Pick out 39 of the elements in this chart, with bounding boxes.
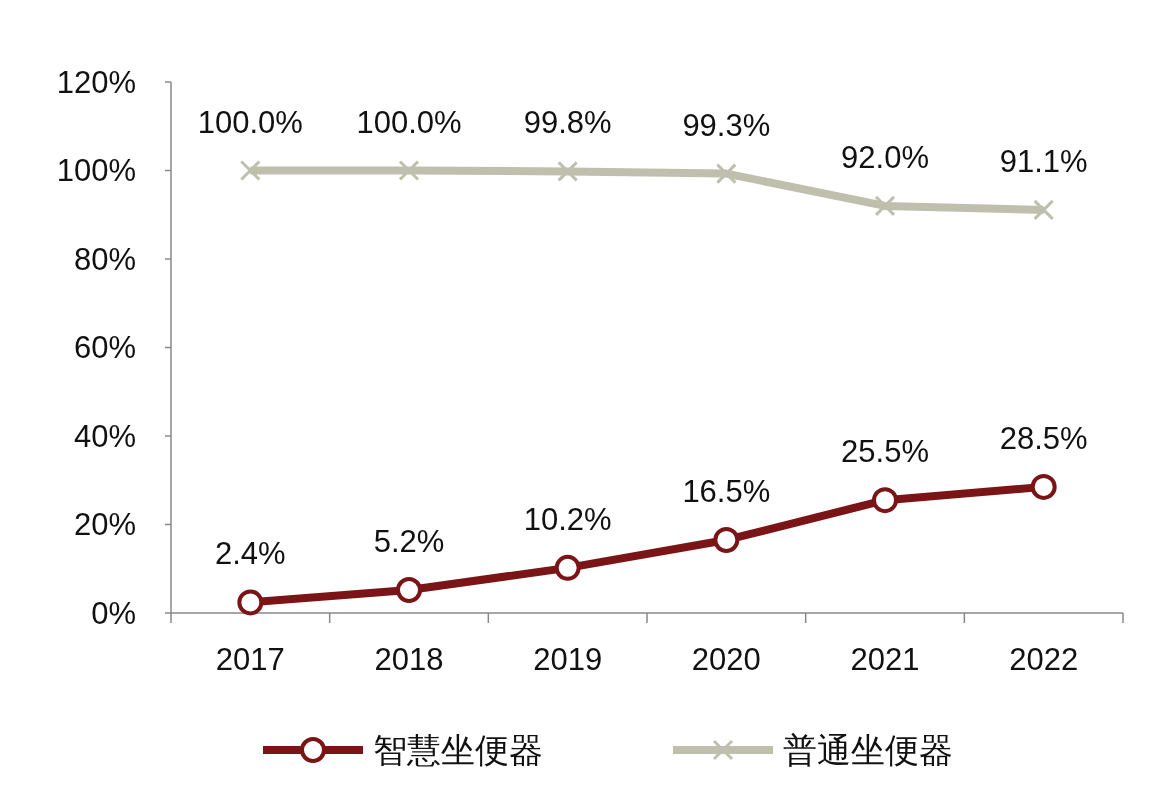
x-tick-label: 2020 <box>691 642 761 677</box>
data-label: 2.4% <box>215 536 286 572</box>
x-tick-label: 2022 <box>1009 642 1079 677</box>
data-label: 100.0% <box>356 104 462 140</box>
x-tick-label: 2017 <box>215 642 285 677</box>
y-tick-label: 40% <box>73 418 136 454</box>
point <box>713 526 740 553</box>
x-tick-label: 2019 <box>533 642 603 677</box>
point <box>237 589 264 616</box>
data-label: 16.5% <box>682 473 771 509</box>
y-tick-label: 60% <box>73 330 136 366</box>
x-tick-label: 2018 <box>374 642 444 677</box>
data-label: 5.2% <box>373 523 445 559</box>
data-label: 91.1% <box>999 143 1088 179</box>
point <box>872 487 898 514</box>
y-tick-label: 80% <box>73 241 136 277</box>
point <box>557 160 579 182</box>
data-label: 100.0% <box>197 104 303 140</box>
data-label: 28.5% <box>999 420 1088 456</box>
data-label: 10.2% <box>523 501 612 537</box>
point <box>398 160 420 181</box>
y-tick-label: 20% <box>73 507 136 543</box>
point <box>1030 473 1057 500</box>
point <box>554 554 581 581</box>
point <box>1033 199 1055 221</box>
y-tick-label: 100% <box>56 153 136 189</box>
data-label: 99.8% <box>523 105 612 141</box>
data-label: 25.5% <box>841 434 929 470</box>
x-tick-label: 2021 <box>850 642 920 677</box>
y-tick-label: 120% <box>56 64 136 100</box>
data-label: 99.3% <box>682 107 771 143</box>
data-label: 92.0% <box>841 139 929 175</box>
point <box>396 576 422 603</box>
point <box>874 195 896 217</box>
legend-label: 普通坐便器 <box>783 730 953 769</box>
legend-label: 智慧坐便器 <box>373 730 543 769</box>
point <box>239 160 261 181</box>
point <box>715 163 737 185</box>
y-tick-label: 0% <box>91 595 136 631</box>
